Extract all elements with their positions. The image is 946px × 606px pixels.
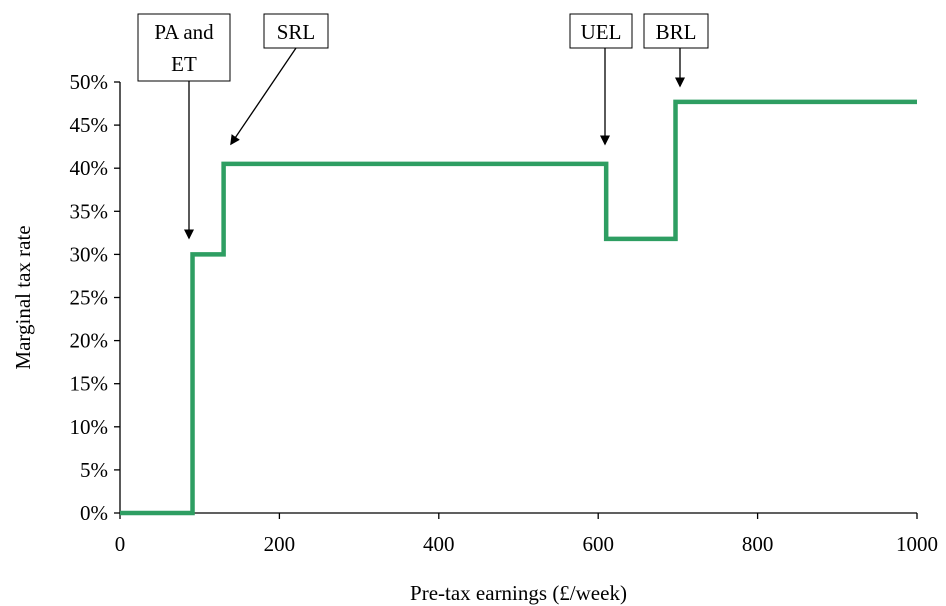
x-tick-label: 200 — [264, 532, 296, 556]
x-tick-label: 400 — [423, 532, 455, 556]
annotation-label: PA and — [154, 20, 214, 44]
y-tick-label: 0% — [80, 501, 108, 525]
y-tick-label: 10% — [70, 415, 109, 439]
y-tick-label: 40% — [70, 156, 109, 180]
x-tick-label: 0 — [115, 532, 126, 556]
y-tick-label: 50% — [70, 70, 109, 94]
annotation-box — [137, 13, 231, 82]
x-tick-label: 600 — [582, 532, 614, 556]
y-axis-title: Marginal tax rate — [11, 225, 35, 369]
y-tick-label: 30% — [70, 242, 109, 266]
series-line — [120, 99, 917, 516]
x-tick-label: 800 — [742, 532, 774, 556]
y-tick-label: 15% — [70, 372, 109, 396]
annotation-box — [643, 13, 709, 49]
y-tick-label: 20% — [70, 329, 109, 353]
axes: 0% 5% 10% 15% 20% 25% 30% 35% 40% 45% 50% 0 200 400 60… — [70, 70, 939, 556]
y-tick-label: 35% — [70, 199, 109, 223]
y-tick-label: 45% — [70, 113, 109, 137]
annotation-box — [569, 13, 633, 49]
annotation-arrow — [230, 47, 297, 146]
annotation-box — [263, 13, 329, 49]
annotation-label: ET — [171, 52, 197, 76]
annotation-label: UEL — [581, 20, 622, 44]
y-tick-label: 5% — [80, 458, 108, 482]
annotation-label: BRL — [656, 20, 697, 44]
y-tick-label: 25% — [70, 286, 109, 310]
x-tick-label: 1000 — [896, 532, 938, 556]
x-axis-title: Pre-tax earnings (£/week) — [410, 581, 627, 605]
annotation-label: SRL — [277, 20, 316, 44]
annotations: PA and ET SRL UEL BRL — [137, 13, 709, 240]
series — [120, 99, 917, 516]
